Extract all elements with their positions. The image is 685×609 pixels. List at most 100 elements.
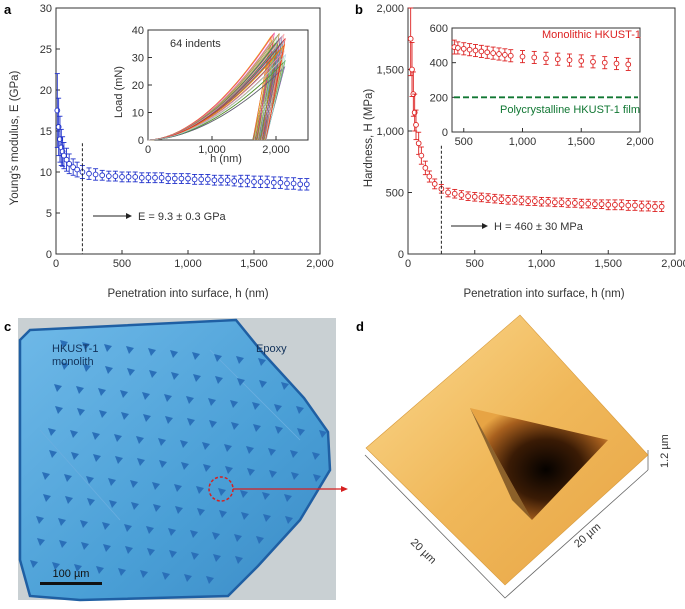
indent-mark bbox=[231, 422, 239, 430]
modulus-point bbox=[132, 174, 139, 180]
hardness-point bbox=[592, 201, 598, 208]
panel-a-data bbox=[54, 73, 310, 254]
indent-mark bbox=[275, 426, 283, 434]
modulus-point bbox=[231, 178, 238, 184]
indent-mark bbox=[291, 472, 299, 480]
hardness-point bbox=[531, 198, 538, 204]
label-hkust-line1: HKUST-1 bbox=[52, 343, 98, 355]
modulus-point bbox=[198, 176, 205, 183]
modulus-point bbox=[86, 170, 92, 177]
modulus-point bbox=[257, 178, 264, 185]
panel-letter-a: a bbox=[4, 2, 12, 17]
indent-mark bbox=[191, 552, 199, 560]
modulus-point bbox=[66, 160, 73, 167]
y-axis-label-a: Young's modulus, E (GPa) bbox=[9, 70, 21, 205]
inset-hardness-point bbox=[625, 61, 632, 68]
modulus-point bbox=[171, 175, 178, 182]
hardness-point bbox=[409, 66, 415, 73]
indent-mark bbox=[96, 566, 104, 574]
indent-mark bbox=[165, 416, 173, 424]
indent-mark bbox=[92, 432, 100, 440]
modulus-point bbox=[152, 174, 158, 181]
indent-mark bbox=[236, 356, 244, 364]
indent-mark bbox=[197, 508, 205, 516]
load-curve bbox=[147, 38, 286, 141]
modulus-point bbox=[224, 177, 231, 184]
y-axis-label-b-wrap: Hardness, H (MPa) bbox=[363, 89, 375, 188]
indent-mark bbox=[99, 410, 107, 418]
indent-mark bbox=[186, 396, 194, 404]
modulus-point bbox=[70, 164, 77, 170]
afm-axis-z-label: 1.2 µm bbox=[659, 434, 671, 468]
panel-b-y-tick-label: 1,500 bbox=[376, 65, 404, 77]
panel-b-x-tick-label: 1,000 bbox=[528, 258, 556, 270]
hkust-monolith-crystal bbox=[18, 318, 332, 602]
indent-mark bbox=[60, 340, 68, 348]
inset-hardness-point bbox=[455, 45, 461, 51]
inset-a-x-tick-label: 2,000 bbox=[262, 144, 290, 156]
indent-mark bbox=[146, 526, 154, 534]
x-axis-label-a: Penetration into surface, h (nm) bbox=[107, 288, 268, 300]
indent-mark bbox=[36, 516, 44, 524]
indent-mark bbox=[174, 484, 182, 492]
hardness-point bbox=[413, 121, 419, 128]
hardness-point bbox=[658, 203, 665, 210]
hardness-point bbox=[407, 35, 414, 42]
inset-hardness-point bbox=[484, 49, 491, 56]
hardness-point bbox=[518, 197, 525, 204]
hardness-point bbox=[491, 195, 498, 202]
afm-axis-y-label: 20 µm bbox=[572, 521, 603, 550]
indent-mark bbox=[206, 576, 214, 584]
indent-mark bbox=[54, 384, 62, 392]
panel-a-x-tick-label: 2,000 bbox=[306, 258, 334, 270]
modulus-point bbox=[125, 174, 132, 180]
indent-mark bbox=[142, 392, 150, 400]
indent-grid bbox=[30, 340, 327, 584]
hardness-point bbox=[572, 200, 578, 206]
indent-mark bbox=[49, 450, 57, 458]
indent-mark bbox=[109, 500, 117, 508]
panel-b-x-tick-label: 1,500 bbox=[594, 258, 622, 270]
indent-mark bbox=[284, 494, 292, 502]
inset-legend-polycrystalline: Polycrystalline HKUST-1 film bbox=[500, 104, 640, 116]
indent-mark bbox=[120, 390, 128, 398]
panel-a-x-tick-label: 1,500 bbox=[240, 258, 268, 270]
modulus-point bbox=[145, 174, 152, 181]
indent-mark bbox=[30, 560, 38, 568]
modulus-point bbox=[92, 171, 99, 178]
panel-b-y-tick-label: 500 bbox=[386, 188, 404, 200]
modulus-point bbox=[74, 166, 80, 173]
label-hkust-monolith: HKUST-1 monolith bbox=[52, 343, 102, 368]
panel-a-y-tick-label: 5 bbox=[46, 208, 52, 220]
inset-hardness-point bbox=[531, 54, 538, 61]
indent-mark bbox=[77, 408, 85, 416]
inset-a-x-tick-label: 1,000 bbox=[198, 144, 226, 156]
inset-hardness-point bbox=[478, 48, 485, 55]
modulus-point bbox=[244, 178, 251, 184]
indent-mark bbox=[247, 468, 255, 476]
indent-mark bbox=[281, 382, 289, 390]
panel-b-y-tick-label: 1,000 bbox=[376, 126, 404, 138]
surface-scratch bbox=[39, 429, 121, 521]
modulus-point bbox=[178, 175, 185, 182]
indent-mark bbox=[58, 518, 66, 526]
inset-hardness-point bbox=[502, 52, 508, 58]
inset-a-y-tick-label: 20 bbox=[132, 80, 144, 92]
indent-mark bbox=[103, 544, 111, 552]
indent-mark bbox=[162, 572, 170, 580]
inset-hardness-point bbox=[507, 52, 514, 59]
hardness-point bbox=[612, 201, 618, 208]
panel-a-y-tick-label: 0 bbox=[46, 249, 52, 261]
indent-mark bbox=[196, 486, 204, 494]
hardness-point bbox=[578, 200, 585, 207]
indent-mark bbox=[81, 542, 89, 550]
modulus-point bbox=[251, 178, 257, 185]
indent-mark bbox=[55, 406, 63, 414]
indent-mark bbox=[269, 470, 277, 478]
panel-a-x-tick-label: 500 bbox=[113, 258, 131, 270]
indent-mark bbox=[180, 440, 188, 448]
surface-scratch bbox=[209, 349, 301, 441]
indent-mark bbox=[86, 476, 94, 484]
hardness-point bbox=[652, 203, 658, 210]
